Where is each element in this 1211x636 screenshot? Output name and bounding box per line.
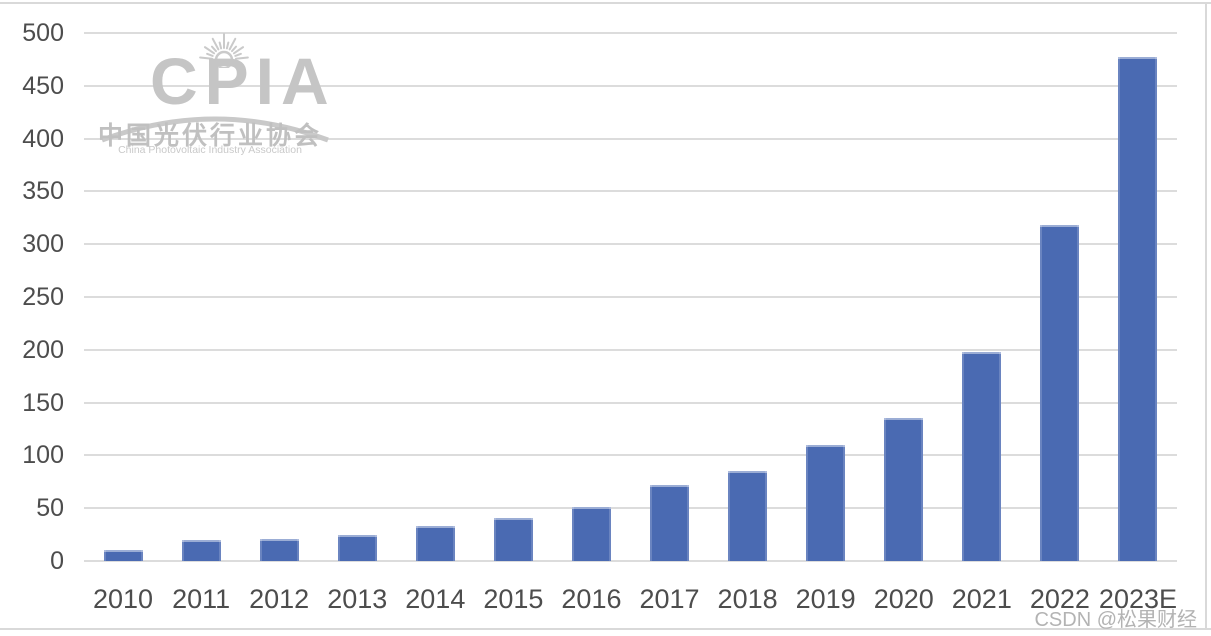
x-tick-label: 2012 bbox=[249, 584, 310, 614]
y-tick-label: 150 bbox=[22, 388, 64, 417]
y-tick-label: 200 bbox=[22, 335, 64, 364]
bar-2017 bbox=[650, 484, 690, 561]
gridline bbox=[84, 401, 1177, 404]
gridline bbox=[84, 348, 1177, 351]
gridline bbox=[84, 296, 1177, 298]
bar-2013 bbox=[337, 534, 377, 561]
bar-2023E bbox=[1118, 57, 1158, 561]
x-tick-label: 2020 bbox=[873, 584, 934, 614]
x-tick-label: 2021 bbox=[951, 584, 1012, 614]
bar-2011 bbox=[181, 539, 221, 561]
y-tick-label: 450 bbox=[22, 71, 64, 100]
frame-top-line bbox=[0, 2, 1211, 4]
gridline bbox=[84, 84, 1177, 87]
y-tick-label: 100 bbox=[22, 441, 64, 470]
y-tick-label: 50 bbox=[36, 494, 64, 523]
x-tick-label: 2014 bbox=[405, 584, 466, 614]
x-tick-label: 2016 bbox=[561, 584, 622, 614]
bar-2021 bbox=[962, 351, 1002, 561]
gridline bbox=[84, 190, 1177, 193]
y-tick-label: 350 bbox=[22, 177, 64, 206]
bar-2010 bbox=[103, 550, 143, 561]
bar-2014 bbox=[415, 526, 455, 561]
x-tick-label: 2019 bbox=[795, 584, 856, 614]
x-tick-label: 2023E bbox=[1098, 584, 1177, 614]
credit-watermark: CSDN @松果财经 bbox=[1034, 609, 1197, 631]
x-tick-label: 2013 bbox=[327, 584, 388, 614]
bar-2022 bbox=[1040, 225, 1080, 561]
bar-2016 bbox=[571, 507, 611, 561]
y-tick-label: 250 bbox=[22, 283, 64, 311]
frame-right-line bbox=[1205, 2, 1207, 630]
x-tick-label: 2010 bbox=[92, 584, 154, 614]
y-tick-label: 500 bbox=[22, 19, 64, 47]
x-tick-label: 2022 bbox=[1029, 584, 1090, 614]
gridline bbox=[84, 454, 1177, 457]
bar-2012 bbox=[259, 538, 299, 561]
gridline bbox=[84, 243, 1177, 246]
x-tick-label: 2017 bbox=[639, 584, 700, 614]
bar-2019 bbox=[806, 444, 846, 561]
gridline bbox=[84, 137, 1177, 140]
gridline bbox=[84, 507, 1177, 510]
y-tick-label: 300 bbox=[22, 230, 64, 259]
bar-2020 bbox=[884, 418, 924, 561]
y-tick-label: 0 bbox=[50, 547, 64, 575]
y-tick-label: 400 bbox=[22, 124, 64, 153]
bar-2018 bbox=[728, 471, 768, 561]
x-tick-label: 2015 bbox=[483, 584, 544, 614]
x-tick-label: 2018 bbox=[717, 584, 778, 614]
x-tick-label: 2011 bbox=[172, 584, 231, 614]
gridline bbox=[84, 32, 1177, 34]
frame-bottom-line bbox=[0, 628, 1211, 630]
bar-2015 bbox=[493, 517, 533, 561]
gridline bbox=[84, 560, 1177, 562]
